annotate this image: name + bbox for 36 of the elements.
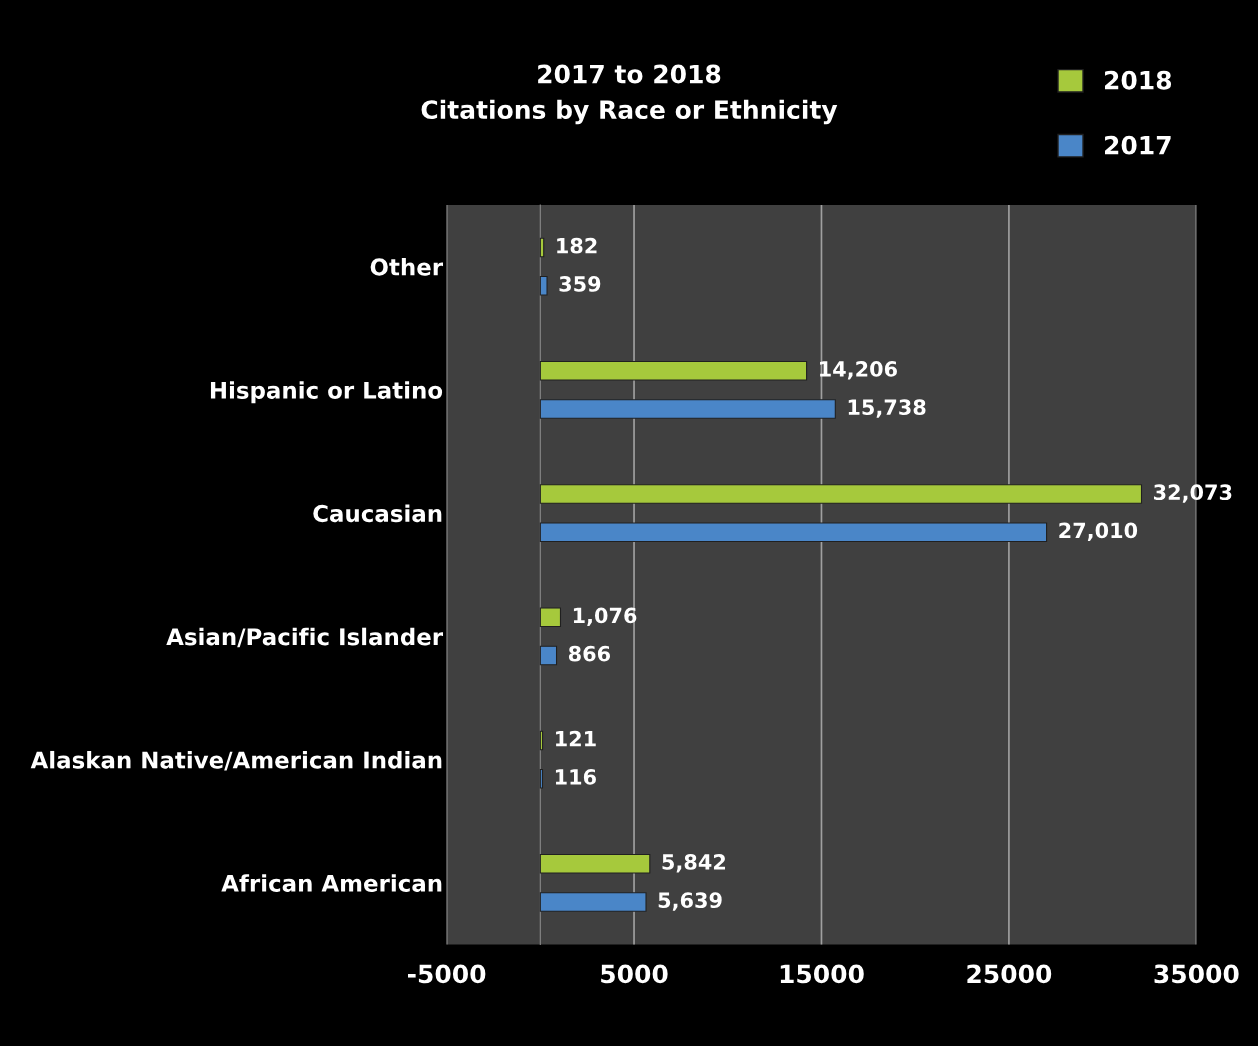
bar [539,360,808,381]
x-tick-label: 25000 [967,964,1052,984]
data-label: 121 [556,730,596,747]
x-tick-label: 5000 [601,964,668,984]
bar [539,768,544,789]
y-tick-label: Other [370,257,444,276]
data-label: 116 [555,769,596,785]
legend-label: 2017 [1105,135,1171,155]
y-tick-label: Alaskan Native/American Indian [30,750,442,771]
bar [539,607,562,628]
bar [539,484,1143,504]
data-label: 32,073 [1154,484,1232,503]
x-tick-label: 35000 [1154,964,1239,984]
x-tick-label: -5000 [407,964,486,984]
bar [539,522,1048,543]
data-label: 359 [559,276,601,292]
bar [539,892,647,912]
data-label: 14,206 [820,361,897,380]
data-label: 1,076 [573,607,637,627]
legend-label: 2018 [1105,70,1172,90]
bar [539,275,548,296]
data-label: 5,639 [658,892,722,911]
data-label: 27,010 [1059,522,1138,541]
y-tick-label: Hispanic or Latino [210,381,443,404]
data-label: 866 [568,645,611,662]
data-label: 15,738 [848,399,926,418]
bar [539,399,836,419]
y-tick-label: Caucasian [313,504,442,523]
data-label: 5,842 [662,854,726,873]
bar [539,645,558,666]
y-tick-label: Asian/Pacific Islander [166,627,444,648]
bar [539,854,651,874]
chart-title: 2017 to 2018 Citations by Race or Ethnicity [421,64,838,125]
data-label: 182 [557,237,597,254]
x-tick-label: 15000 [780,964,864,984]
y-tick-label: African American [221,874,442,892]
